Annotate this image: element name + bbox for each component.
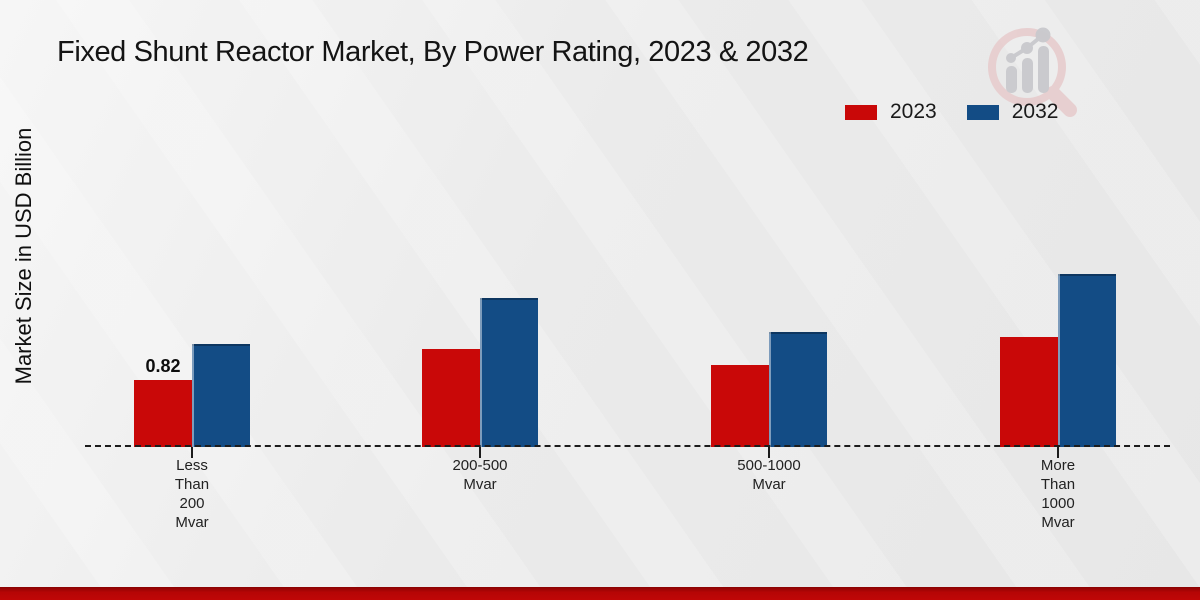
- bar-2032-less-than-200-mvar: [192, 344, 250, 447]
- legend-item-2032: 2032: [966, 100, 1059, 124]
- x-axis-tick: [191, 447, 193, 458]
- bar-2032-more-than-1000-mvar: [1058, 273, 1116, 447]
- legend-label-2032: 2032: [1011, 100, 1059, 123]
- bar-2023-200-500-mvar: [422, 349, 480, 447]
- x-axis-label-500-1000-mvar: 500-1000 Mvar: [737, 457, 801, 493]
- footer-brand-band: [0, 587, 1200, 600]
- x-axis-label-less-than-200-mvar: Less Than 200 Mvar: [174, 457, 210, 531]
- x-axis-line: [85, 445, 1170, 447]
- legend-swatch-2032-icon: [966, 104, 999, 120]
- legend-item-2023: 2023: [845, 100, 937, 124]
- x-axis-tick: [479, 447, 481, 458]
- bar-2023-500-1000-mvar: [711, 364, 769, 447]
- bar-2023-less-than-200-mvar: [134, 380, 192, 447]
- bar-2032-200-500-mvar: [480, 298, 538, 447]
- legend-swatch-2023-icon: [845, 104, 877, 120]
- x-axis-label-more-than-1000-mvar: More Than 1000 Mvar: [1040, 457, 1076, 531]
- chart-title: Fixed Shunt Reactor Market, By Power Rat…: [57, 36, 809, 68]
- magnifier-bar-chart-logo-icon: [988, 27, 1077, 117]
- x-axis-tick: [1057, 447, 1059, 458]
- x-axis-tick: [768, 447, 770, 458]
- bar-2023-more-than-1000-mvar: [1000, 336, 1058, 447]
- value-label: 0.82: [145, 356, 181, 377]
- legend: 2023 2032: [845, 100, 1058, 124]
- legend-label-2023: 2023: [890, 100, 937, 123]
- bar-2032-500-1000-mvar: [769, 331, 827, 447]
- x-axis-label-200-500-mvar: 200-500 Mvar: [452, 457, 508, 493]
